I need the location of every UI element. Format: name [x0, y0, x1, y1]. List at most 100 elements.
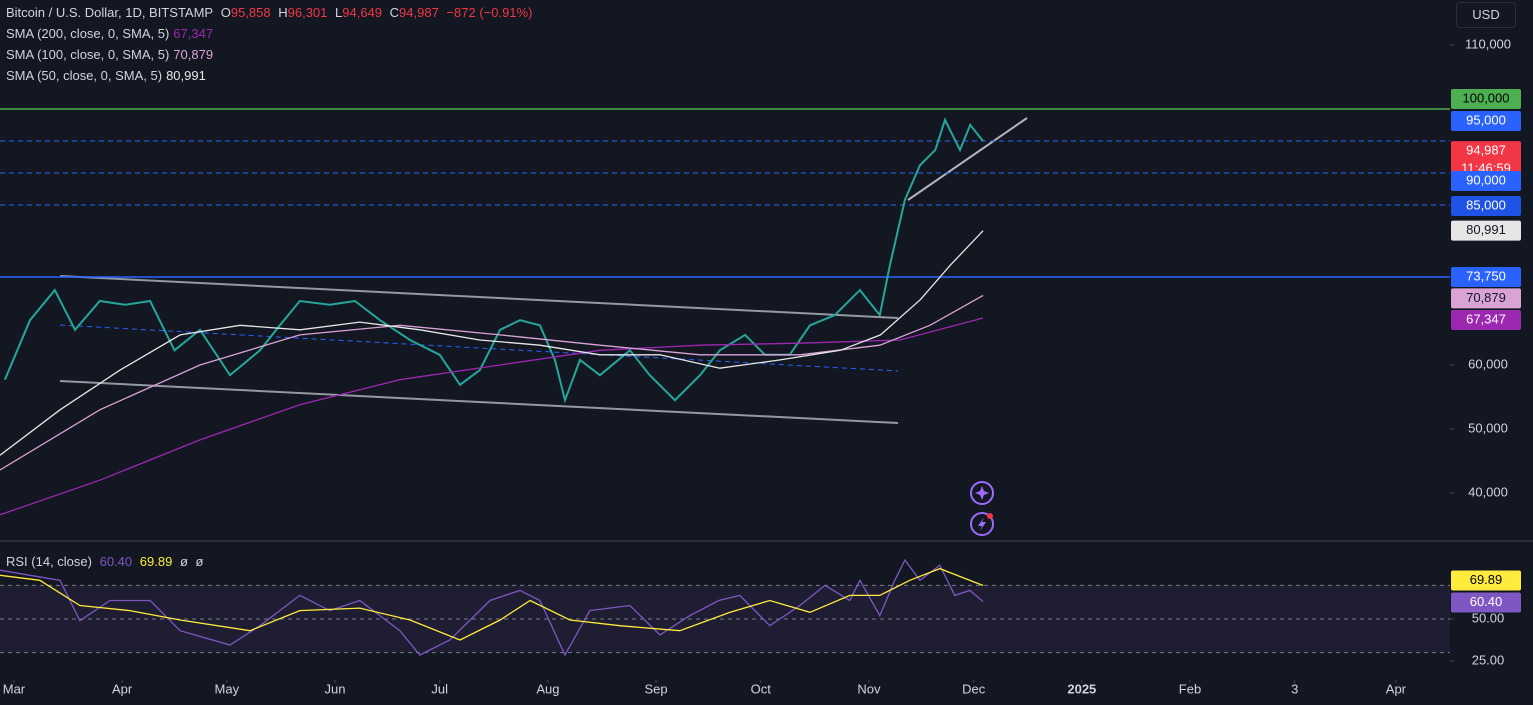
badge-label: 95,000: [1466, 112, 1506, 127]
x-tick-label: Apr: [112, 681, 133, 696]
x-tick-label: Aug: [536, 681, 559, 696]
indicator-value: ø: [179, 554, 188, 569]
channel-lower: [59, 380, 899, 424]
indicator-value: 70,879: [173, 47, 214, 62]
icon-ring[interactable]: [970, 481, 994, 505]
badge-box: [1451, 220, 1521, 241]
y-tick-label: 40,000: [1468, 484, 1508, 499]
y-tick-label: 110,000: [1465, 36, 1511, 51]
price-badge: 80,991: [1451, 220, 1521, 241]
main-legend: Bitcoin / U.S. Dollar, 1D, BITSTAMP O95,…: [6, 2, 536, 86]
series-line: [0, 567, 984, 641]
x-tick-label: Oct: [751, 681, 772, 696]
series-line: [3, 117, 984, 404]
x-tick-label: Mar: [3, 681, 26, 696]
x-tick-label: Jul: [431, 681, 448, 696]
icon-ring[interactable]: [970, 512, 994, 536]
price-badge: 95,000: [1451, 110, 1521, 131]
x-tick-label: Apr: [1386, 681, 1407, 696]
y-tick-label: 50.00: [1472, 610, 1505, 625]
symbol-row: Bitcoin / U.S. Dollar, 1D, BITSTAMP O95,…: [6, 2, 536, 23]
badge-label: 70,879: [1466, 290, 1506, 305]
badge-label: 85,000: [1466, 197, 1506, 212]
badge-box: [1451, 570, 1521, 591]
x-tick-label: Feb: [1179, 681, 1201, 696]
indicator-value: ø: [195, 554, 204, 569]
icon-assistant[interactable]: [970, 481, 994, 505]
price-badge: 70,879: [1451, 288, 1521, 309]
y-tick-label: 25.00: [1472, 652, 1505, 667]
icon-bolt[interactable]: [978, 517, 986, 531]
price-badge: 90,000: [1451, 170, 1521, 191]
icon-star[interactable]: [975, 486, 989, 500]
x-tick-label: 2025: [1067, 681, 1096, 696]
price-badge: 69.89: [1451, 570, 1521, 591]
badge-label: 100,000: [1463, 90, 1510, 105]
indicator-name: RSI (14, close): [6, 554, 92, 569]
badge-label: 69.89: [1470, 572, 1503, 587]
badge-label: 94,987: [1466, 143, 1506, 158]
ohlc-key: H: [278, 5, 288, 20]
x-tick-label: Sep: [645, 681, 668, 696]
badge-box: [1451, 309, 1521, 330]
badge-box: [1451, 88, 1521, 109]
ohlc-key: O: [220, 5, 231, 20]
ohlc-key: C: [389, 5, 400, 20]
currency-button[interactable]: USD: [1456, 2, 1516, 28]
badge-label: 67,347: [1466, 311, 1506, 326]
indicator-name: SMA (50, close, 0, SMA, 5): [6, 68, 163, 83]
symbol: Bitcoin / U.S. Dollar, 1D, BITSTAMP: [6, 5, 214, 20]
x-tick-label: Nov: [857, 681, 881, 696]
channel-upper: [59, 275, 899, 319]
ohlc-value: 94,987: [399, 5, 439, 20]
price-badge: 67,347: [1451, 309, 1521, 330]
ohlc-key: L: [335, 5, 343, 20]
price-badge: 73,750: [1451, 266, 1521, 287]
change: −872 (−0.91%): [446, 5, 533, 20]
badge-label: 90,000: [1466, 172, 1506, 187]
trend-line: [907, 117, 1028, 201]
ohlc-value: 96,301: [287, 5, 328, 20]
badge-box: [1451, 195, 1521, 216]
indicator-value: 80,991: [166, 68, 206, 83]
series-line: [0, 294, 984, 471]
series-line: [0, 230, 984, 456]
y-tick-label: 60,000: [1468, 356, 1508, 371]
price-badge: 100,000: [1451, 88, 1521, 109]
badge-label: 73,750: [1466, 268, 1506, 283]
price-badge: 60.40: [1451, 592, 1521, 613]
x-tick-label: 3: [1291, 681, 1298, 696]
indicator-value: 69.89: [139, 554, 173, 569]
legend-row: SMA (100, close, 0, SMA, 5) 70,879: [6, 44, 536, 65]
badge-box: [1451, 592, 1521, 613]
ohlc-value: 94,649: [342, 5, 383, 20]
price-badge: 85,000: [1451, 195, 1521, 216]
x-tick-label: Dec: [962, 681, 986, 696]
badge-box: [1451, 110, 1521, 131]
badge-box: [1451, 170, 1521, 191]
ohlc-value: 95,858: [230, 5, 271, 20]
legend-row: SMA (50, close, 0, SMA, 5) 80,991: [6, 65, 536, 86]
series-line: [0, 317, 984, 516]
indicator-value: 67,347: [173, 26, 214, 41]
icon-dot[interactable]: [987, 513, 993, 519]
indicator-value: 60.40: [99, 554, 133, 569]
badge-label: 60.40: [1470, 594, 1503, 609]
x-tick-label: Jun: [325, 681, 346, 696]
y-tick-label: 50,000: [1468, 420, 1508, 435]
badge-box: [1451, 288, 1521, 309]
legend-row: SMA (200, close, 0, SMA, 5) 67,347: [6, 23, 536, 44]
rsi-legend: RSI (14, close) 60.40 69.89 ø ø: [6, 551, 207, 572]
channel-mid: [59, 324, 899, 372]
badge-box: [1451, 141, 1521, 180]
icon-alerts[interactable]: [970, 512, 994, 536]
badge-box: [1451, 266, 1521, 287]
x-tick-label: May: [215, 681, 240, 696]
indicator-name: SMA (100, close, 0, SMA, 5): [6, 47, 170, 62]
series-line: [0, 558, 984, 657]
indicator-name: SMA (200, close, 0, SMA, 5): [6, 26, 170, 41]
badge-label: 80,991: [1466, 222, 1506, 237]
